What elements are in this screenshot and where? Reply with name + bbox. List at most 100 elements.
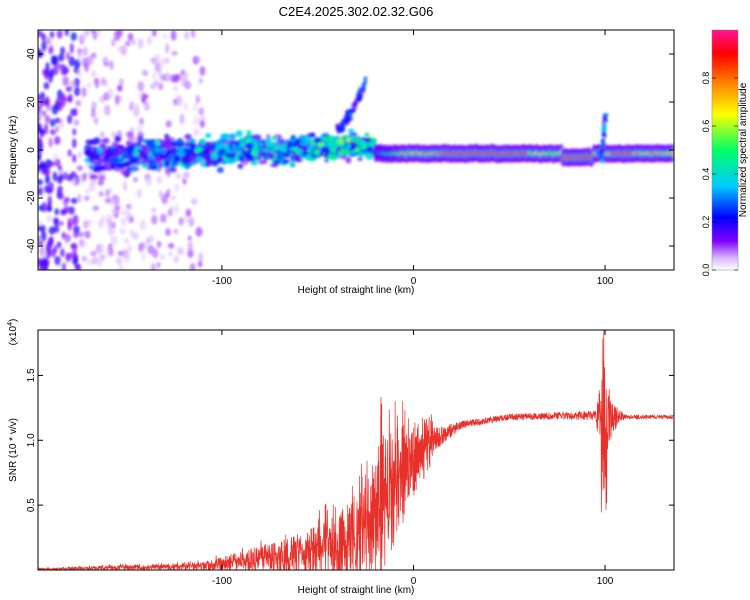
spectrogram-cell: [321, 132, 330, 138]
spectrogram-cell: [70, 32, 77, 41]
spectrogram-cell: [139, 219, 147, 231]
spectrogram-cell: [234, 146, 244, 151]
spectrogram-cell: [175, 143, 184, 148]
spectrogram-cell: [198, 252, 203, 264]
spectrogram-cell: [100, 254, 106, 261]
snr-x-label: Height of straight line (km): [298, 585, 415, 596]
spectrogram-x-label: Height of straight line (km): [298, 285, 415, 296]
spectrogram-cell: [125, 40, 131, 47]
spectrogram-cell: [184, 80, 192, 90]
spectrogram-cell: [48, 68, 55, 78]
spectrogram-cell: [221, 134, 228, 141]
spectrogram-cell: [52, 171, 58, 182]
spectrogram-cell: [327, 140, 335, 146]
spectrogram-cell: [125, 210, 132, 222]
spectrogram-cell: [61, 208, 68, 215]
spectrogram-cell: [46, 248, 53, 258]
spectrogram-y-tick-label: 20: [26, 96, 37, 108]
spectrogram-cell: [304, 137, 313, 144]
spectrogram-cell: [224, 152, 235, 159]
snr-series: [38, 330, 674, 570]
spectrogram-cell: [73, 58, 81, 69]
spectrogram-cell: [179, 113, 185, 125]
spectrogram-cell: [184, 165, 190, 170]
spectrogram-cell: [133, 109, 140, 118]
spectrogram-cell: [59, 64, 66, 71]
spectrogram-cell: [48, 226, 56, 235]
spectrogram-cells: [38, 30, 674, 270]
spectrogram-cell: [165, 43, 170, 54]
spectrogram-cell: [210, 160, 219, 167]
spectrogram-cell: [81, 87, 87, 98]
spectrogram-cell: [599, 155, 603, 161]
spectrogram-cell: [110, 38, 116, 47]
spectrogram-cell: [94, 77, 100, 89]
spectrogram-cell: [152, 71, 157, 80]
spectrogram-cell: [160, 253, 165, 261]
colorbar-tick-label: 0.6: [701, 120, 711, 133]
snr-y-tick-label: 0.5: [26, 498, 37, 512]
spectrogram-cell: [54, 125, 60, 133]
spectrogram-cell: [58, 165, 63, 171]
spectrogram-cell: [240, 150, 250, 155]
spectrogram-cell: [192, 115, 200, 127]
spectrogram-cell: [601, 132, 605, 138]
spectrogram-cell: [77, 68, 82, 78]
spectrogram-cell: [194, 147, 203, 153]
spectrogram-cell: [56, 30, 63, 39]
spectrogram-cell: [111, 141, 119, 147]
spectrogram-cell: [38, 257, 42, 264]
spectrogram-cell: [88, 155, 94, 162]
spectrogram-cell: [97, 165, 107, 171]
spectrogram-cell: [77, 231, 85, 238]
spectrogram-cell: [114, 135, 120, 142]
spectrogram-cell: [120, 217, 128, 226]
spectrogram-cell: [200, 138, 206, 146]
spectrogram-x-tick-label: 0: [411, 276, 417, 287]
spectrogram-cell: [92, 205, 100, 211]
spectrogram-cell: [138, 242, 143, 253]
spectrogram-ticks: -100 0 100 -40 -20 0 20 40: [26, 30, 674, 287]
spectrogram-cell: [337, 138, 345, 144]
spectrogram-cell: [72, 128, 77, 136]
spectrogram-cell: [141, 69, 149, 77]
spectrogram-cell: [318, 142, 324, 148]
spectrogram-cell: [147, 144, 157, 148]
spectrogram-cell: [67, 149, 72, 157]
spectrogram-cell: [38, 186, 44, 196]
spectrogram-cell: [38, 149, 42, 160]
spectrogram-cell: [38, 204, 45, 212]
spectrogram-cell: [49, 129, 57, 135]
spectrogram-cell: [152, 248, 159, 259]
spectrogram-cell: [65, 252, 71, 263]
spectrogram-cell: [210, 153, 218, 160]
spectrogram-cell: [109, 59, 114, 71]
spectrogram-cell: [38, 220, 43, 227]
spectrogram-cell: [86, 55, 94, 66]
snr-y-tick-label: 1.0: [26, 433, 37, 447]
spectrogram-cell: [314, 149, 320, 156]
spectrogram-cell: [155, 62, 163, 73]
spectrogram-cell: [187, 241, 193, 252]
spectrogram-cell: [117, 250, 124, 257]
spectrogram-cell: [364, 132, 370, 137]
spectrogram-cell: [137, 188, 142, 198]
spectrogram-cell: [72, 231, 80, 238]
spectrogram-cell: [121, 151, 128, 158]
spectrogram-cell: [173, 156, 180, 163]
spectrogram-cell: [169, 163, 176, 168]
spectrogram-cell: [257, 141, 264, 148]
spectrogram-cell: [166, 188, 171, 195]
spectrogram-cell: [272, 159, 281, 165]
spectrogram-cell: [156, 262, 161, 268]
spectrogram-cell: [62, 76, 69, 87]
spectrogram-cell: [69, 79, 76, 89]
spectrogram-cell: [147, 235, 155, 243]
spectrogram-cell: [91, 107, 96, 118]
spectrogram-cell: [84, 195, 90, 202]
spectrogram-cell: [43, 82, 50, 90]
spectrogram-cell: [64, 236, 70, 245]
spectrogram-cell: [178, 247, 185, 256]
spectrogram-x-tick-label: 100: [597, 276, 614, 287]
spectrogram-cell: [54, 158, 61, 168]
